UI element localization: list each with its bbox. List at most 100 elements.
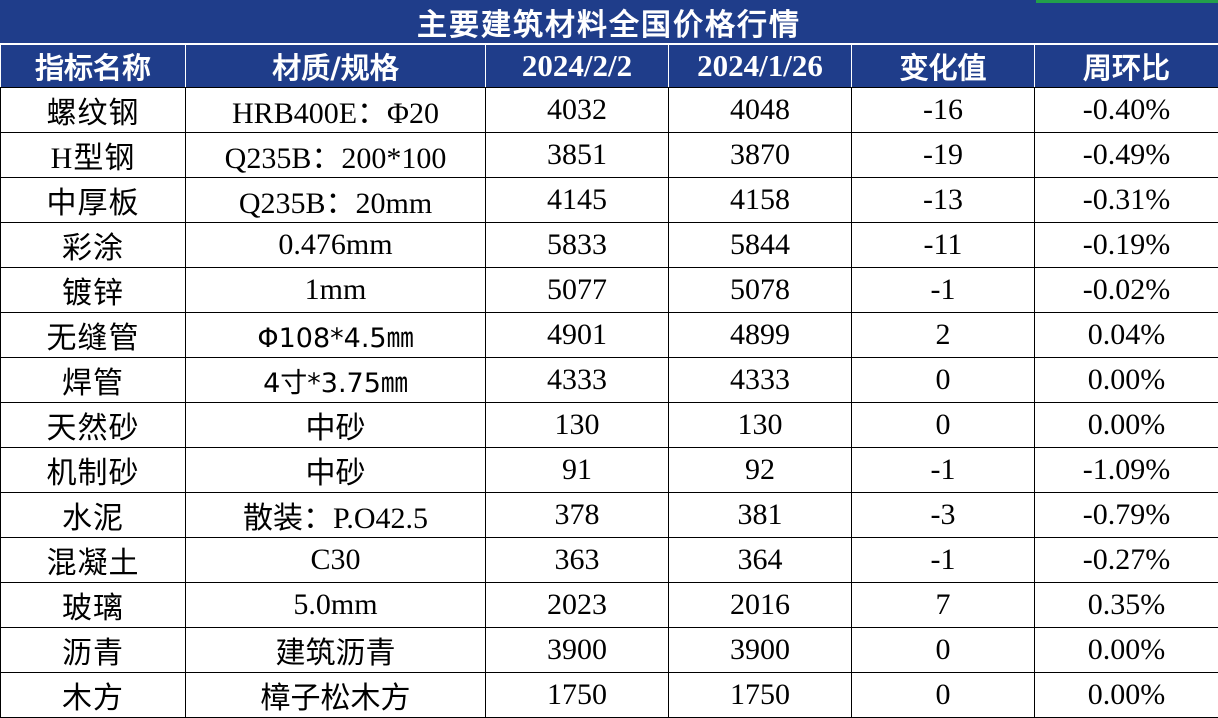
cell-name[interactable]: 焊管	[1, 358, 186, 403]
cell-current-price[interactable]: 5077	[486, 268, 669, 313]
cell-name[interactable]: 螺纹钢	[1, 88, 186, 133]
cell-name[interactable]: 天然砂	[1, 403, 186, 448]
cell-change[interactable]: 0	[852, 673, 1035, 718]
cell-spec[interactable]: 樟子松木方	[186, 673, 486, 718]
cell-wow[interactable]: -0.02%	[1035, 268, 1218, 313]
cell-previous-price[interactable]: 5078	[669, 268, 852, 313]
table-title[interactable]: 主要建筑材料全国价格行情	[0, 0, 1218, 44]
cell-change[interactable]: -1	[852, 448, 1035, 493]
cell-spec[interactable]: 4寸*3.75㎜	[186, 358, 486, 403]
cell-current-price[interactable]: 378	[486, 493, 669, 538]
price-table: 指标名称 材质/规格 2024/2/2 2024/1/26 变化值 周环比 螺纹…	[0, 44, 1218, 718]
cell-current-price[interactable]: 130	[486, 403, 669, 448]
cell-previous-price[interactable]: 92	[669, 448, 852, 493]
cell-change[interactable]: -19	[852, 133, 1035, 178]
cell-change[interactable]: 0	[852, 403, 1035, 448]
cell-name[interactable]: 混凝土	[1, 538, 186, 583]
cell-current-price[interactable]: 4145	[486, 178, 669, 223]
cell-name[interactable]: 无缝管	[1, 313, 186, 358]
cell-previous-price[interactable]: 130	[669, 403, 852, 448]
selection-accent-bar	[1036, 0, 1218, 3]
header-spec[interactable]: 材质/规格	[186, 45, 486, 88]
cell-name[interactable]: 玻璃	[1, 583, 186, 628]
cell-current-price[interactable]: 2023	[486, 583, 669, 628]
cell-name[interactable]: 木方	[1, 673, 186, 718]
cell-previous-price[interactable]: 381	[669, 493, 852, 538]
cell-wow[interactable]: 0.04%	[1035, 313, 1218, 358]
cell-current-price[interactable]: 5833	[486, 223, 669, 268]
cell-wow[interactable]: 0.00%	[1035, 628, 1218, 673]
cell-previous-price[interactable]: 4899	[669, 313, 852, 358]
cell-change[interactable]: 0	[852, 358, 1035, 403]
cell-wow[interactable]: 0.35%	[1035, 583, 1218, 628]
cell-previous-price[interactable]: 2016	[669, 583, 852, 628]
cell-previous-price[interactable]: 3900	[669, 628, 852, 673]
cell-change[interactable]: -16	[852, 88, 1035, 133]
cell-spec[interactable]: C30	[186, 538, 486, 583]
cell-wow[interactable]: -0.19%	[1035, 223, 1218, 268]
header-change[interactable]: 变化值	[852, 45, 1035, 88]
cell-spec[interactable]: 0.476mm	[186, 223, 486, 268]
cell-change[interactable]: -11	[852, 223, 1035, 268]
cell-current-price[interactable]: 3851	[486, 133, 669, 178]
cell-wow[interactable]: -0.27%	[1035, 538, 1218, 583]
cell-wow[interactable]: -0.79%	[1035, 493, 1218, 538]
header-current-date[interactable]: 2024/2/2	[486, 45, 669, 88]
cell-name[interactable]: 镀锌	[1, 268, 186, 313]
cell-spec[interactable]: 建筑沥青	[186, 628, 486, 673]
cell-previous-price[interactable]: 1750	[669, 673, 852, 718]
cell-name[interactable]: 中厚板	[1, 178, 186, 223]
cell-current-price[interactable]: 1750	[486, 673, 669, 718]
cell-spec[interactable]: 中砂	[186, 448, 486, 493]
header-previous-date[interactable]: 2024/1/26	[669, 45, 852, 88]
cell-change[interactable]: -1	[852, 268, 1035, 313]
cell-spec[interactable]: 5.0mm	[186, 583, 486, 628]
cell-previous-price[interactable]: 5844	[669, 223, 852, 268]
cell-wow[interactable]: -1.09%	[1035, 448, 1218, 493]
cell-current-price[interactable]: 4032	[486, 88, 669, 133]
cell-name[interactable]: 沥青	[1, 628, 186, 673]
cell-name[interactable]: 机制砂	[1, 448, 186, 493]
header-name[interactable]: 指标名称	[1, 45, 186, 88]
cell-spec[interactable]: 1mm	[186, 268, 486, 313]
cell-spec[interactable]: 中砂	[186, 403, 486, 448]
cell-previous-price[interactable]: 364	[669, 538, 852, 583]
cell-change[interactable]: 2	[852, 313, 1035, 358]
cell-spec[interactable]: Q235B：200*100	[186, 133, 486, 178]
header-wow[interactable]: 周环比	[1035, 45, 1218, 88]
cell-wow[interactable]: 0.00%	[1035, 673, 1218, 718]
cell-spec[interactable]: HRB400E：Φ20	[186, 88, 486, 133]
header-row: 指标名称 材质/规格 2024/2/2 2024/1/26 变化值 周环比	[1, 45, 1218, 88]
cell-change[interactable]: 0	[852, 628, 1035, 673]
cell-wow[interactable]: 0.00%	[1035, 403, 1218, 448]
cell-wow[interactable]: -0.31%	[1035, 178, 1218, 223]
cell-wow[interactable]: 0.00%	[1035, 358, 1218, 403]
cell-spec[interactable]: 散装：P.O42.5	[186, 493, 486, 538]
cell-previous-price[interactable]: 4048	[669, 88, 852, 133]
cell-wow[interactable]: -0.49%	[1035, 133, 1218, 178]
cell-change[interactable]: -1	[852, 538, 1035, 583]
cell-current-price[interactable]: 363	[486, 538, 669, 583]
cell-name[interactable]: H型钢	[1, 133, 186, 178]
cell-current-price[interactable]: 4901	[486, 313, 669, 358]
cell-name[interactable]: 水泥	[1, 493, 186, 538]
cell-previous-price[interactable]: 4158	[669, 178, 852, 223]
cell-previous-price[interactable]: 4333	[669, 358, 852, 403]
cell-change[interactable]: -13	[852, 178, 1035, 223]
cell-change[interactable]: -3	[852, 493, 1035, 538]
cell-spec[interactable]: Q235B：20mm	[186, 178, 486, 223]
cell-current-price[interactable]: 3900	[486, 628, 669, 673]
cell-current-price[interactable]: 4333	[486, 358, 669, 403]
cell-previous-price[interactable]: 3870	[669, 133, 852, 178]
cell-name[interactable]: 彩涂	[1, 223, 186, 268]
cell-spec[interactable]: Φ108*4.5㎜	[186, 313, 486, 358]
cell-change[interactable]: 7	[852, 583, 1035, 628]
cell-current-price[interactable]: 91	[486, 448, 669, 493]
cell-wow[interactable]: -0.40%	[1035, 88, 1218, 133]
